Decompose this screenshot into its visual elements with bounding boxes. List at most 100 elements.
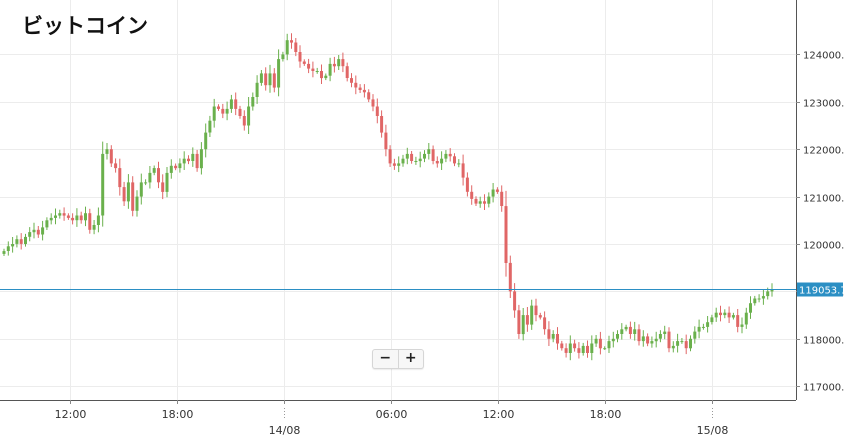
x-tick-label: 18:00 [162,408,194,421]
candle-body [474,198,478,204]
candle-body [165,172,169,192]
candles [2,33,774,361]
candle-body [749,303,752,313]
y-axis: 117000.0118000.0119000.0120000.0121000.0… [796,51,844,394]
candle-body [633,329,637,334]
candle-body [564,348,568,353]
candle-body [195,153,199,169]
candle-body [380,116,384,133]
candle-body [525,315,529,325]
candle-body [337,59,341,67]
x-axis: 12:00 18:00 14/08 06:00 12:00 18:00 15/08 [55,400,728,437]
candle-body [307,63,311,69]
candle-body [487,196,491,204]
candle-body [15,239,19,244]
chart-title: ビットコイン [22,14,148,38]
candle-body [320,71,323,79]
candle-body [667,331,671,349]
candle-body [212,106,216,121]
candle-body [169,165,173,173]
candle-body [418,158,422,162]
candle-body [671,345,675,349]
candle-body [470,191,474,199]
candle-body [727,312,731,318]
candle-body [45,220,49,228]
zoom-out-button[interactable]: − [379,350,392,366]
candle-body [54,215,57,218]
candle-body [723,312,727,316]
candle-body [697,326,701,332]
candle-body [598,338,602,349]
candle-body [461,163,465,178]
candle-body [371,99,375,107]
candle-body [311,68,315,71]
y-tick-label: 121000.0 [803,194,844,205]
candle-body [650,341,654,344]
candle-body [513,291,517,311]
candle-body [324,75,328,79]
candle-body [152,168,156,173]
candle-body [118,168,122,188]
candle-body [144,182,148,184]
candle-body [24,236,27,244]
candle-body [616,334,619,339]
candle-body [710,317,714,323]
candle-body [684,341,688,349]
candle-body [736,315,740,327]
candle-body [341,59,345,67]
candle-body [478,201,482,204]
candle-body [264,73,268,86]
candle-body [41,227,45,235]
candle-body [607,341,611,349]
candle-body [126,182,130,202]
candle-body [590,343,594,353]
candle-body [285,40,289,55]
candle-body [547,329,551,339]
price-guide: 119053.7 [0,282,844,297]
candle-body [676,341,680,346]
candle-body [388,149,392,164]
candle-body [161,182,165,192]
candle-body [32,229,36,233]
candle-body [238,108,242,116]
candle-body [277,59,281,88]
candle-body [367,92,371,100]
candle-body [11,244,15,247]
candle-body [581,345,585,353]
candle-body [534,305,538,316]
candle-body [435,161,439,164]
candle-body [350,78,353,83]
candle-body [530,305,534,325]
candle-body [2,251,6,254]
candle-body [457,163,461,165]
candle-body [148,172,152,183]
candle-body [62,213,66,216]
candle-body [714,312,718,318]
candle-body [191,153,195,161]
candle-body [427,149,431,154]
candle-body [328,63,332,76]
candle-body [740,324,744,327]
candle-body [689,338,692,349]
candle-body [431,149,435,161]
candle-body [199,149,203,169]
candle-body [405,153,409,159]
candle-body [628,326,632,334]
candle-body [92,225,96,230]
candle-body [315,71,319,72]
candle-body [538,315,542,318]
candle-body [157,168,160,183]
x-tick-label: 14/08 [269,424,301,437]
candle-body [49,217,53,221]
candle-body [693,331,697,339]
candle-body [375,106,379,116]
candle-body [495,189,499,192]
candle-body [6,246,10,251]
candle-body [358,87,362,90]
candle-body [71,217,75,221]
zoom-in-button[interactable]: + [397,350,424,368]
candle-body [251,97,255,107]
candle-body [84,213,87,221]
candle-body [392,163,396,166]
